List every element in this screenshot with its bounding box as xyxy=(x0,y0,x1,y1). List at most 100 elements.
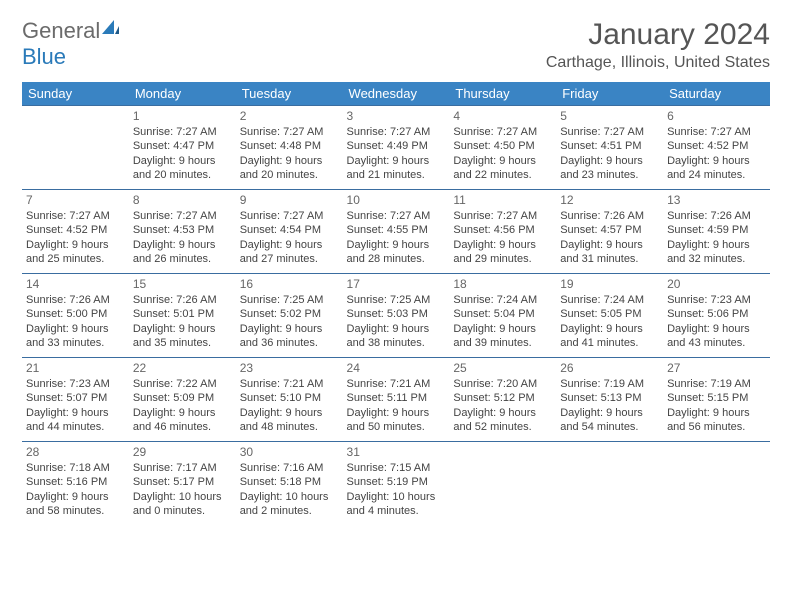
sunset-text: Sunset: 5:06 PM xyxy=(667,307,766,321)
day-cell: 16Sunrise: 7:25 AMSunset: 5:02 PMDayligh… xyxy=(236,274,343,358)
day-cell: 14Sunrise: 7:26 AMSunset: 5:00 PMDayligh… xyxy=(22,274,129,358)
daylight-text: Daylight: 9 hours and 54 minutes. xyxy=(560,406,659,434)
day-number: 19 xyxy=(560,277,659,292)
header-row: Sunday Monday Tuesday Wednesday Thursday… xyxy=(22,82,770,106)
header: GeneralBlue January 2024 Carthage, Illin… xyxy=(22,18,770,72)
day-number: 12 xyxy=(560,193,659,208)
day-number: 21 xyxy=(26,361,125,376)
sunrise-text: Sunrise: 7:27 AM xyxy=(240,125,339,139)
day-cell: 9Sunrise: 7:27 AMSunset: 4:54 PMDaylight… xyxy=(236,190,343,274)
daylight-text: Daylight: 9 hours and 56 minutes. xyxy=(667,406,766,434)
day-cell: 8Sunrise: 7:27 AMSunset: 4:53 PMDaylight… xyxy=(129,190,236,274)
day-number: 26 xyxy=(560,361,659,376)
day-cell xyxy=(663,442,770,526)
col-saturday: Saturday xyxy=(663,82,770,106)
sunset-text: Sunset: 5:02 PM xyxy=(240,307,339,321)
sunset-text: Sunset: 5:00 PM xyxy=(26,307,125,321)
daylight-text: Daylight: 9 hours and 21 minutes. xyxy=(347,154,446,182)
sunrise-text: Sunrise: 7:17 AM xyxy=(133,461,232,475)
daylight-text: Daylight: 9 hours and 31 minutes. xyxy=(560,238,659,266)
daylight-text: Daylight: 10 hours and 0 minutes. xyxy=(133,490,232,518)
sunset-text: Sunset: 5:04 PM xyxy=(453,307,552,321)
daylight-text: Daylight: 9 hours and 44 minutes. xyxy=(26,406,125,434)
sunset-text: Sunset: 4:47 PM xyxy=(133,139,232,153)
day-cell: 25Sunrise: 7:20 AMSunset: 5:12 PMDayligh… xyxy=(449,358,556,442)
day-cell: 11Sunrise: 7:27 AMSunset: 4:56 PMDayligh… xyxy=(449,190,556,274)
sunset-text: Sunset: 5:18 PM xyxy=(240,475,339,489)
month-title: January 2024 xyxy=(546,18,770,52)
sunrise-text: Sunrise: 7:20 AM xyxy=(453,377,552,391)
daylight-text: Daylight: 9 hours and 25 minutes. xyxy=(26,238,125,266)
week-row: 7Sunrise: 7:27 AMSunset: 4:52 PMDaylight… xyxy=(22,190,770,274)
day-number: 3 xyxy=(347,109,446,124)
week-row: 14Sunrise: 7:26 AMSunset: 5:00 PMDayligh… xyxy=(22,274,770,358)
day-cell xyxy=(22,106,129,190)
day-number: 10 xyxy=(347,193,446,208)
day-cell: 21Sunrise: 7:23 AMSunset: 5:07 PMDayligh… xyxy=(22,358,129,442)
day-cell: 18Sunrise: 7:24 AMSunset: 5:04 PMDayligh… xyxy=(449,274,556,358)
day-cell: 31Sunrise: 7:15 AMSunset: 5:19 PMDayligh… xyxy=(343,442,450,526)
daylight-text: Daylight: 9 hours and 35 minutes. xyxy=(133,322,232,350)
day-number: 5 xyxy=(560,109,659,124)
day-cell: 15Sunrise: 7:26 AMSunset: 5:01 PMDayligh… xyxy=(129,274,236,358)
day-number: 31 xyxy=(347,445,446,460)
sunset-text: Sunset: 5:15 PM xyxy=(667,391,766,405)
daylight-text: Daylight: 9 hours and 29 minutes. xyxy=(453,238,552,266)
location: Carthage, Illinois, United States xyxy=(546,54,770,72)
day-number: 14 xyxy=(26,277,125,292)
sunset-text: Sunset: 4:53 PM xyxy=(133,223,232,237)
sunset-text: Sunset: 4:48 PM xyxy=(240,139,339,153)
week-row: 28Sunrise: 7:18 AMSunset: 5:16 PMDayligh… xyxy=(22,442,770,526)
calendar-table: Sunday Monday Tuesday Wednesday Thursday… xyxy=(22,82,770,526)
daylight-text: Daylight: 9 hours and 46 minutes. xyxy=(133,406,232,434)
col-thursday: Thursday xyxy=(449,82,556,106)
sunset-text: Sunset: 4:52 PM xyxy=(667,139,766,153)
sunset-text: Sunset: 4:59 PM xyxy=(667,223,766,237)
sunrise-text: Sunrise: 7:24 AM xyxy=(560,293,659,307)
day-number: 25 xyxy=(453,361,552,376)
day-number: 17 xyxy=(347,277,446,292)
day-cell xyxy=(449,442,556,526)
logo: GeneralBlue xyxy=(22,18,120,70)
day-cell: 7Sunrise: 7:27 AMSunset: 4:52 PMDaylight… xyxy=(22,190,129,274)
day-cell: 24Sunrise: 7:21 AMSunset: 5:11 PMDayligh… xyxy=(343,358,450,442)
day-cell: 10Sunrise: 7:27 AMSunset: 4:55 PMDayligh… xyxy=(343,190,450,274)
sunset-text: Sunset: 4:55 PM xyxy=(347,223,446,237)
day-number: 4 xyxy=(453,109,552,124)
calendar-body: 1 Sunrise: 7:27 AM Sunset: 4:47 PM Daylight… xyxy=(22,106,770,526)
sunrise-text: Sunrise: 7:27 AM xyxy=(133,209,232,223)
day-number: 2 xyxy=(240,109,339,124)
logo-general: General xyxy=(22,18,100,43)
sunrise-text: Sunrise: 7:27 AM xyxy=(240,209,339,223)
sunrise-text: Sunrise: 7:21 AM xyxy=(240,377,339,391)
sunrise-text: Sunrise: 7:23 AM xyxy=(26,377,125,391)
sunrise-text: Sunrise: 7:26 AM xyxy=(133,293,232,307)
daylight-text: Daylight: 9 hours and 58 minutes. xyxy=(26,490,125,518)
sunset-text: Sunset: 5:10 PM xyxy=(240,391,339,405)
col-monday: Monday xyxy=(129,82,236,106)
daylight-text: Daylight: 9 hours and 27 minutes. xyxy=(240,238,339,266)
title-block: January 2024 Carthage, Illinois, United … xyxy=(546,18,770,72)
sunrise-text: Sunrise: 7:19 AM xyxy=(667,377,766,391)
sunset-text: Sunset: 4:50 PM xyxy=(453,139,552,153)
day-cell: 28Sunrise: 7:18 AMSunset: 5:16 PMDayligh… xyxy=(22,442,129,526)
sunrise-text: Sunrise: 7:21 AM xyxy=(347,377,446,391)
sunrise-text: Sunrise: 7:22 AM xyxy=(133,377,232,391)
sunrise-text: Sunrise: 7:27 AM xyxy=(347,209,446,223)
day-number: 13 xyxy=(667,193,766,208)
daylight-text: Daylight: 10 hours and 2 minutes. xyxy=(240,490,339,518)
daylight-text: Daylight: 9 hours and 50 minutes. xyxy=(347,406,446,434)
day-number: 1 xyxy=(133,109,232,124)
sunset-text: Sunset: 4:51 PM xyxy=(560,139,659,153)
day-cell: 17Sunrise: 7:25 AMSunset: 5:03 PMDayligh… xyxy=(343,274,450,358)
daylight-text: Daylight: 9 hours and 23 minutes. xyxy=(560,154,659,182)
sunset-text: Sunset: 4:57 PM xyxy=(560,223,659,237)
col-tuesday: Tuesday xyxy=(236,82,343,106)
week-row: 21Sunrise: 7:23 AMSunset: 5:07 PMDayligh… xyxy=(22,358,770,442)
daylight-text: Daylight: 9 hours and 33 minutes. xyxy=(26,322,125,350)
day-number: 18 xyxy=(453,277,552,292)
daylight-text: Daylight: 9 hours and 38 minutes. xyxy=(347,322,446,350)
logo-text: GeneralBlue xyxy=(22,18,120,70)
day-cell xyxy=(556,442,663,526)
day-cell: 27Sunrise: 7:19 AMSunset: 5:15 PMDayligh… xyxy=(663,358,770,442)
